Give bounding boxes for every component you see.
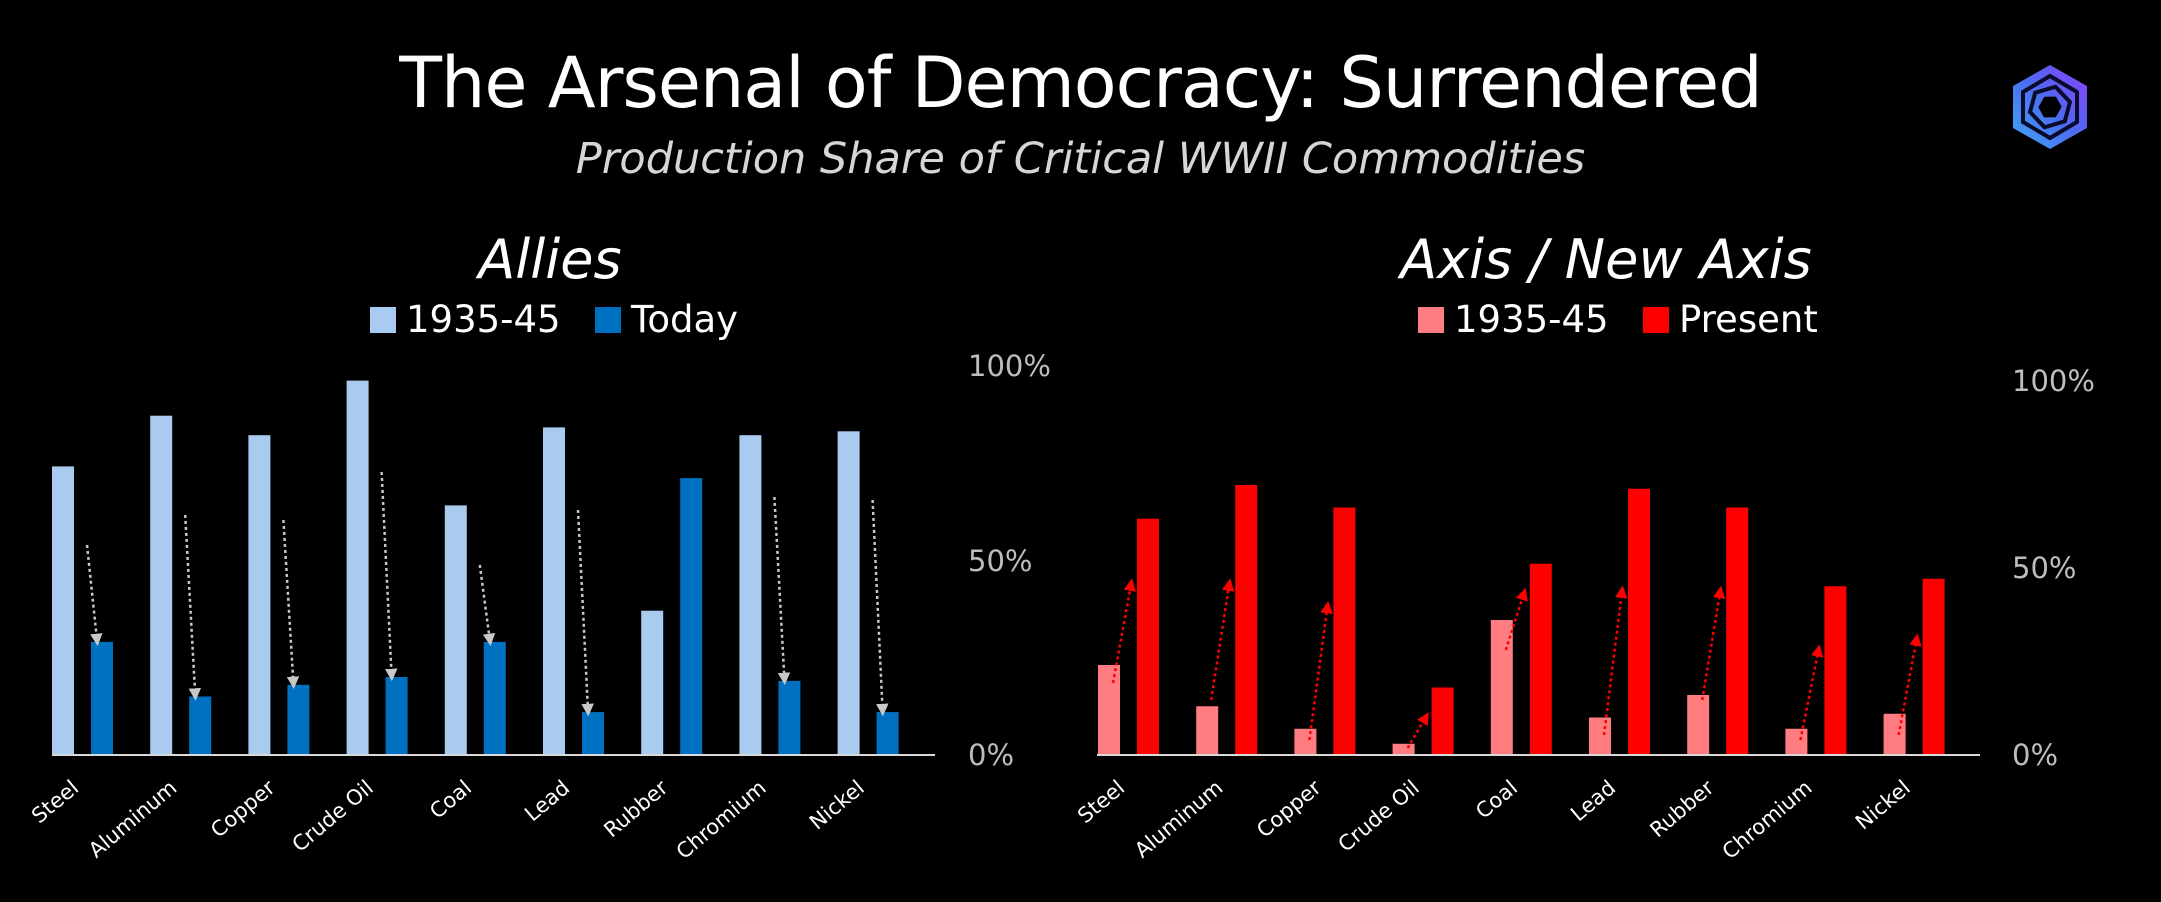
trend-arrow-Chromium: [1799, 644, 1824, 741]
bar-Present-Lead: [1628, 488, 1650, 755]
bar-1935-45-Lead: [1589, 717, 1611, 755]
y-tick-label: 0%: [968, 738, 1014, 772]
bar-1935-45-Copper: [248, 435, 271, 755]
bar-1935-45-Nickel: [837, 431, 860, 755]
legend-label-0: 1935-45: [1454, 298, 1609, 341]
legend-swatch-0: [1418, 307, 1444, 333]
bar-Today-Rubber: [680, 478, 703, 755]
page-subtitle: Production Share of Critical WWII Commod…: [575, 134, 1586, 184]
bar-Today-Chromium: [778, 680, 801, 755]
bar-Today-Steel: [91, 641, 113, 755]
legend-label-1: Present: [1679, 298, 1818, 341]
category-label-Lead: Lead: [1566, 775, 1620, 826]
bar-1935-45-Copper: [1294, 728, 1317, 755]
bar-Today-Aluminum: [189, 696, 212, 755]
bar-1935-45-Coal: [1490, 620, 1513, 755]
legend-label-0: 1935-45: [406, 298, 561, 341]
bar-1935-45-Nickel: [1883, 713, 1906, 755]
page-title: The Arsenal of Democracy: Surrendered: [399, 42, 1762, 124]
bar-1935-45-Steel: [52, 466, 74, 755]
chart-title: Allies: [475, 228, 621, 291]
trend-arrow-Crude Oil: [380, 471, 398, 682]
category-label-Aluminum: Aluminum: [1130, 775, 1227, 862]
trend-arrow-Coal: [1504, 587, 1528, 651]
bar-1935-45-Chromium: [1785, 728, 1808, 755]
hexagon-vortex-logo-icon: [2013, 65, 2087, 149]
legend-swatch-1: [595, 307, 621, 333]
y-tick-label: 100%: [2012, 364, 2095, 398]
trend-arrow-Copper: [1308, 600, 1333, 741]
trend-arrow-Coal: [478, 564, 496, 647]
trend-arrow-Rubber: [1700, 585, 1726, 701]
trend-arrow-Steel: [85, 544, 103, 647]
legend-label-1: Today: [630, 298, 738, 341]
bar-Today-Lead: [582, 712, 604, 755]
bar-Present-Nickel: [1922, 578, 1945, 755]
bar-1935-45-Aluminum: [1196, 706, 1219, 755]
bar-Present-Rubber: [1726, 507, 1749, 755]
bar-1935-45-Lead: [543, 427, 565, 755]
bar-1935-45-Steel: [1098, 665, 1120, 755]
trend-arrow-Steel: [1111, 578, 1137, 684]
y-tick-label: 50%: [2012, 551, 2076, 585]
category-label-Nickel: Nickel: [1851, 775, 1915, 834]
chart-title: Axis / New Axis: [1397, 228, 1812, 291]
trend-arrow-Nickel: [1897, 633, 1922, 736]
category-label-Steel: Steel: [1073, 775, 1129, 828]
bar-1935-45-Rubber: [641, 610, 664, 755]
category-label-Chromium: Chromium: [1718, 775, 1817, 863]
bar-Present-Crude Oil: [1431, 687, 1454, 755]
bar-Present-Chromium: [1824, 586, 1847, 755]
y-tick-label: 0%: [2012, 738, 2058, 772]
bar-1935-45-Crude Oil: [346, 380, 369, 755]
legend-swatch-0: [370, 307, 396, 333]
bar-Today-Nickel: [876, 712, 899, 755]
bar-Today-Coal: [483, 641, 506, 755]
category-label-Rubber: Rubber: [1645, 775, 1718, 842]
bar-1935-45-Rubber: [1687, 695, 1710, 755]
bar-1935-45-Coal: [444, 505, 467, 755]
trend-arrow-Aluminum: [1209, 578, 1235, 701]
bar-Present-Coal: [1529, 563, 1552, 755]
bar-Today-Copper: [287, 684, 310, 755]
bar-1935-45-Aluminum: [150, 415, 173, 755]
legend-swatch-1: [1643, 307, 1669, 333]
bar-Present-Aluminum: [1235, 485, 1258, 755]
bar-1935-45-Crude Oil: [1392, 743, 1415, 755]
trend-arrow-Nickel: [871, 499, 889, 717]
y-tick-label: 50%: [968, 544, 1032, 578]
bar-Today-Crude Oil: [385, 677, 408, 755]
category-label-Coal: Coal: [1471, 775, 1522, 823]
trend-arrow-Crude Oil: [1406, 712, 1429, 749]
bar-1935-45-Chromium: [739, 435, 762, 755]
trend-arrow-Chromium: [773, 496, 791, 686]
bar-Present-Steel: [1137, 518, 1159, 755]
category-label-Copper: Copper: [1252, 775, 1326, 842]
trend-arrow-Lead: [1602, 585, 1628, 736]
bar-Present-Copper: [1333, 507, 1356, 755]
category-label-Crude Oil: Crude Oil: [1334, 775, 1424, 856]
y-tick-label: 100%: [968, 349, 1051, 383]
